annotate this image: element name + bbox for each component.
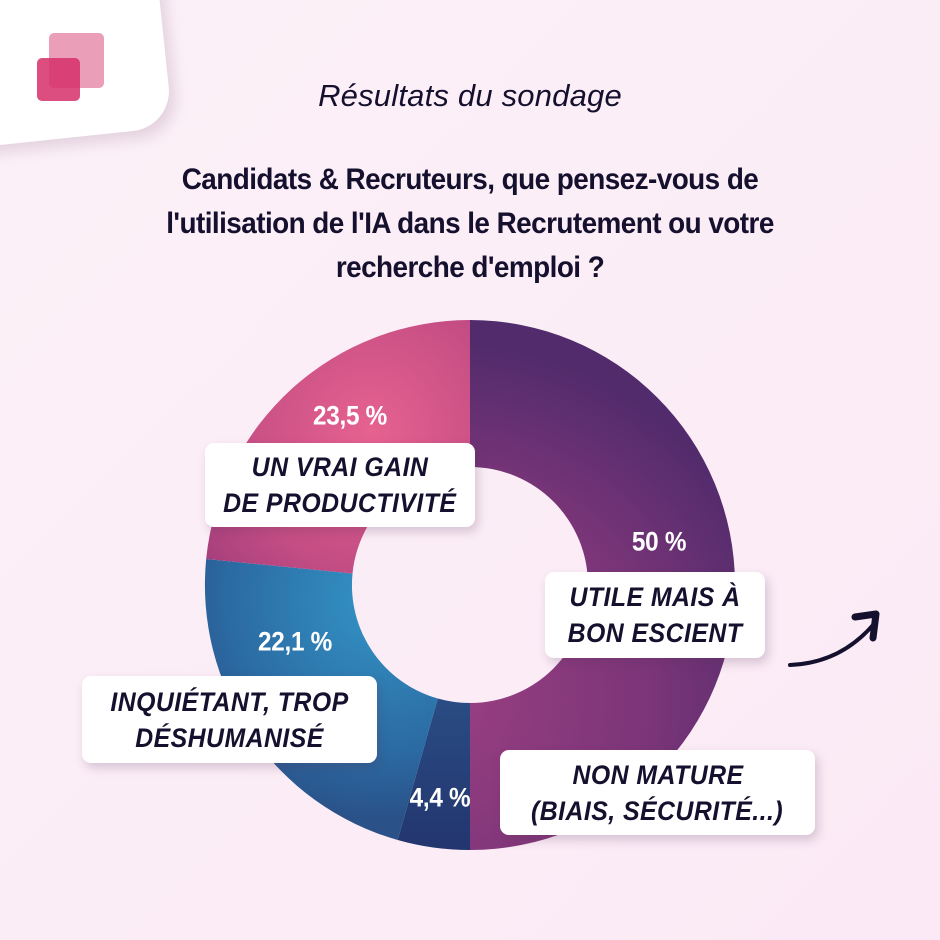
label-box-inquietant: INQUIÉTANT, TROP DÉSHUMANISÉ <box>82 676 377 763</box>
label-box-non-mature: NON MATURE (BIAIS, SÉCURITÉ...) <box>500 750 815 835</box>
label-gain-line-1: UN VRAI GAIN <box>251 452 429 482</box>
pct-label-inquietant: 22,1 % <box>257 626 333 657</box>
survey-question: Candidats & Recruteurs, que pensez-vous … <box>107 158 832 290</box>
label-inquietant-line-1: INQUIÉTANT, TROP <box>110 686 349 717</box>
logo-front-square <box>37 58 80 101</box>
label-gain-line-2: DE PRODUCTIVITÉ <box>223 488 457 518</box>
pct-label-gain: 23,5 % <box>312 400 388 431</box>
label-non-mature-line-2: (BIAIS, SÉCURITÉ...) <box>531 795 784 826</box>
curved-arrow-icon <box>788 610 880 667</box>
survey-subtitle: Résultats du sondage <box>318 78 622 113</box>
label-non-mature-line-1: NON MATURE <box>571 759 744 790</box>
pct-label-utile: 50 % <box>631 526 687 557</box>
label-utile-line-2: BON ESCIENT <box>567 618 743 648</box>
label-inquietant-line-2: DÉSHUMANISÉ <box>135 722 324 753</box>
question-line-3: recherche d'emploi ? <box>335 251 605 284</box>
label-utile-line-1: UTILE MAIS À <box>569 582 741 612</box>
question-line-2: l'utilisation de l'IA dans le Recrutemen… <box>166 207 774 240</box>
logo-icon <box>37 33 105 103</box>
question-line-1: Candidats & Recruteurs, que pensez-vous … <box>181 163 759 196</box>
pct-label-non-mature: 4,4 % <box>409 782 471 813</box>
label-box-utile: UTILE MAIS À BON ESCIENT <box>545 572 765 658</box>
segment-non-mature <box>397 698 470 850</box>
label-box-gain: UN VRAI GAIN DE PRODUCTIVITÉ <box>205 443 475 527</box>
